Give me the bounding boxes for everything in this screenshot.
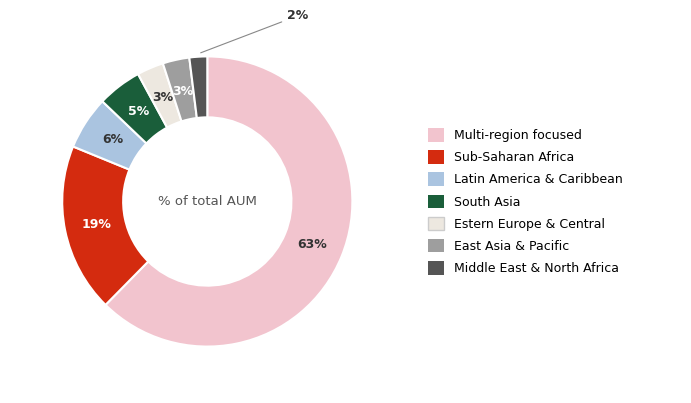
Text: 3%: 3% bbox=[152, 91, 173, 104]
Wedge shape bbox=[189, 56, 207, 118]
Wedge shape bbox=[163, 58, 197, 121]
Text: % of total AUM: % of total AUM bbox=[158, 195, 257, 208]
Wedge shape bbox=[106, 56, 352, 347]
Legend: Multi-region focused, Sub-Saharan Africa, Latin America & Caribbean, South Asia,: Multi-region focused, Sub-Saharan Africa… bbox=[424, 125, 627, 278]
Wedge shape bbox=[73, 101, 146, 170]
Text: 5%: 5% bbox=[128, 105, 149, 118]
Wedge shape bbox=[62, 147, 149, 305]
Wedge shape bbox=[138, 63, 182, 128]
Text: 63%: 63% bbox=[297, 238, 327, 251]
Text: 2%: 2% bbox=[200, 9, 308, 53]
Text: 3%: 3% bbox=[172, 85, 193, 98]
Text: 6%: 6% bbox=[102, 133, 123, 146]
Wedge shape bbox=[102, 74, 167, 143]
Text: 19%: 19% bbox=[82, 218, 111, 231]
